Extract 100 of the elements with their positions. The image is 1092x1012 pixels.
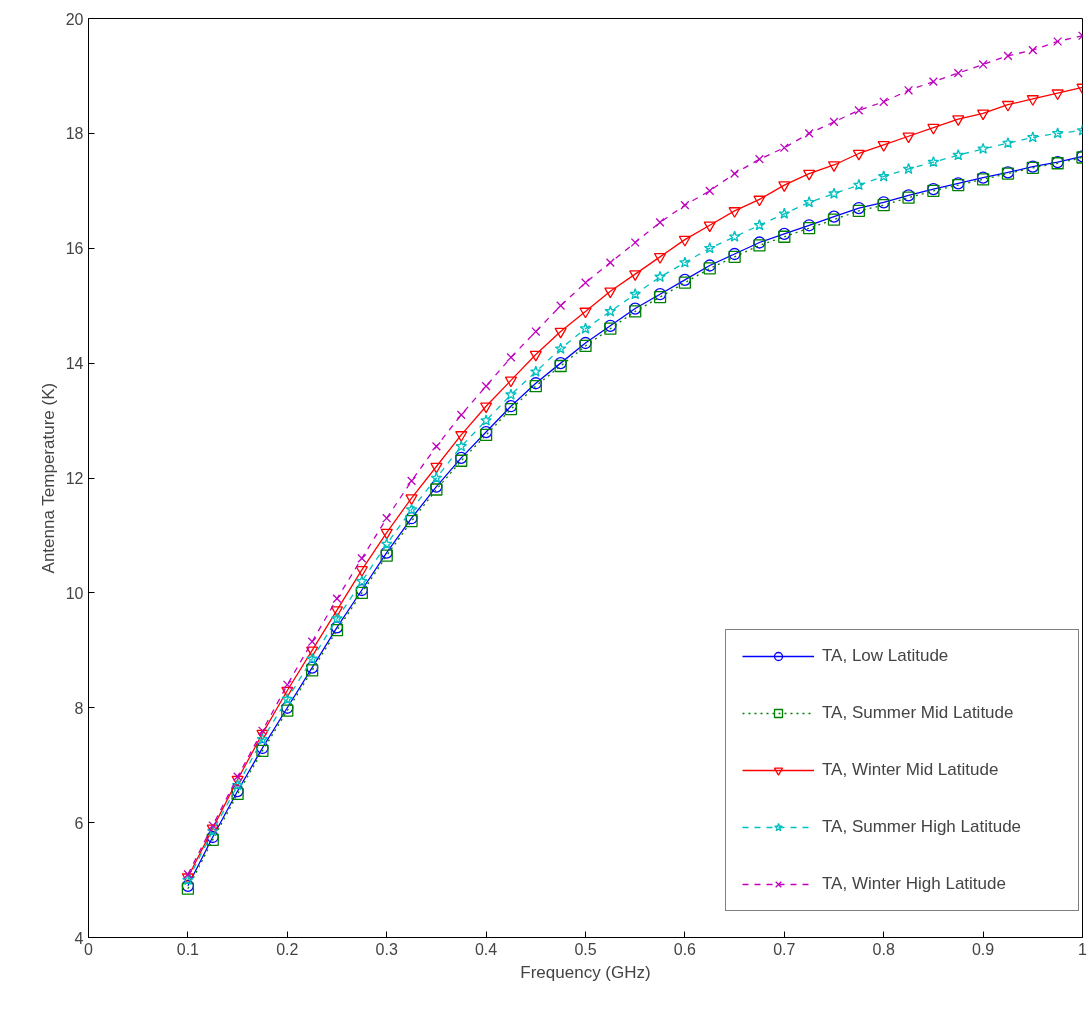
- point: [455, 440, 468, 452]
- point: [604, 305, 617, 317]
- x-tick-label: 0.7: [773, 940, 796, 958]
- point: [357, 553, 367, 563]
- point: [355, 575, 368, 587]
- point: [579, 322, 592, 334]
- point: [679, 256, 691, 268]
- point: [579, 307, 592, 319]
- x-tick-label: 0.3: [375, 940, 398, 958]
- point: [1026, 95, 1039, 106]
- y-tick-label: 8: [74, 699, 84, 717]
- y-axis-title: Antenna Temperature (K): [38, 382, 58, 574]
- point: [879, 97, 889, 107]
- point: [380, 528, 393, 540]
- point: [630, 237, 640, 248]
- x-tick-label: 1: [1078, 940, 1088, 958]
- point: [778, 207, 791, 219]
- point: [479, 402, 493, 414]
- point: [976, 109, 990, 121]
- point: [977, 142, 989, 154]
- point: [256, 729, 269, 741]
- point: [877, 170, 890, 182]
- x-tick-label: 0.5: [574, 940, 597, 958]
- point: [705, 186, 715, 196]
- y-tick-label: 14: [65, 355, 84, 373]
- point: [281, 692, 294, 705]
- point: [654, 270, 666, 283]
- point: [902, 132, 915, 144]
- point: [455, 431, 468, 442]
- point: [1053, 36, 1063, 47]
- point: [480, 414, 492, 426]
- legend-label: TA, Winter High Latitude: [822, 874, 1007, 894]
- point: [753, 219, 766, 231]
- point: [505, 388, 517, 400]
- point: [754, 154, 764, 164]
- point: [629, 270, 642, 282]
- point: [405, 503, 418, 515]
- point: [231, 779, 244, 791]
- point: [854, 105, 864, 115]
- x-axis-title: Frequency (GHz): [520, 962, 651, 982]
- point: [829, 117, 839, 127]
- point: [380, 537, 393, 550]
- point: [877, 141, 890, 152]
- legend-label: TA, Winter Mid Latitude: [822, 760, 1000, 780]
- point: [680, 200, 690, 210]
- point: [604, 287, 617, 299]
- point: [852, 178, 865, 191]
- point: [1028, 45, 1038, 55]
- legend-label: TA, Low Latitude: [822, 646, 950, 666]
- point: [306, 646, 319, 658]
- point: [282, 680, 292, 690]
- legend-label: TA, Summer Mid Latitude: [822, 703, 1015, 723]
- point: [1026, 131, 1039, 143]
- point: [208, 820, 218, 831]
- point: [481, 381, 491, 391]
- point: [728, 230, 741, 242]
- point: [927, 155, 940, 168]
- point: [233, 772, 243, 782]
- point: [231, 775, 244, 787]
- point: [827, 161, 841, 172]
- point: [556, 301, 566, 311]
- point: [728, 207, 741, 218]
- point: [655, 217, 665, 227]
- point: [529, 365, 542, 377]
- point: [803, 169, 816, 181]
- point: [554, 342, 567, 354]
- point: [978, 59, 988, 69]
- legend-label: TA, Summer High Latitude: [822, 817, 1023, 837]
- point: [952, 115, 965, 127]
- point: [330, 606, 344, 618]
- point: [529, 350, 542, 362]
- y-tick-label: 10: [65, 584, 84, 602]
- y-tick-label: 18: [65, 125, 84, 143]
- point: [779, 143, 789, 153]
- x-tick-label: 0: [84, 940, 94, 958]
- point: [803, 196, 816, 208]
- point: [1001, 100, 1015, 112]
- point: [431, 441, 441, 451]
- y-tick-label: 20: [65, 10, 84, 28]
- point: [331, 612, 343, 624]
- point: [580, 278, 591, 288]
- point: [256, 733, 269, 745]
- point: [952, 149, 965, 161]
- point: [703, 242, 716, 254]
- y-tick-label: 12: [65, 470, 84, 487]
- point: [307, 637, 317, 647]
- point: [1051, 89, 1064, 101]
- point: [629, 288, 642, 300]
- y-tick-label: 6: [74, 814, 84, 832]
- point: [678, 235, 692, 247]
- y-tick-label: 16: [65, 240, 84, 258]
- point: [430, 471, 443, 484]
- point: [902, 162, 915, 175]
- x-tick-label: 0.1: [176, 940, 200, 958]
- point: [183, 869, 193, 879]
- point: [730, 169, 740, 179]
- point: [1003, 51, 1013, 61]
- point: [653, 253, 667, 264]
- point: [778, 181, 791, 193]
- point: [852, 149, 865, 161]
